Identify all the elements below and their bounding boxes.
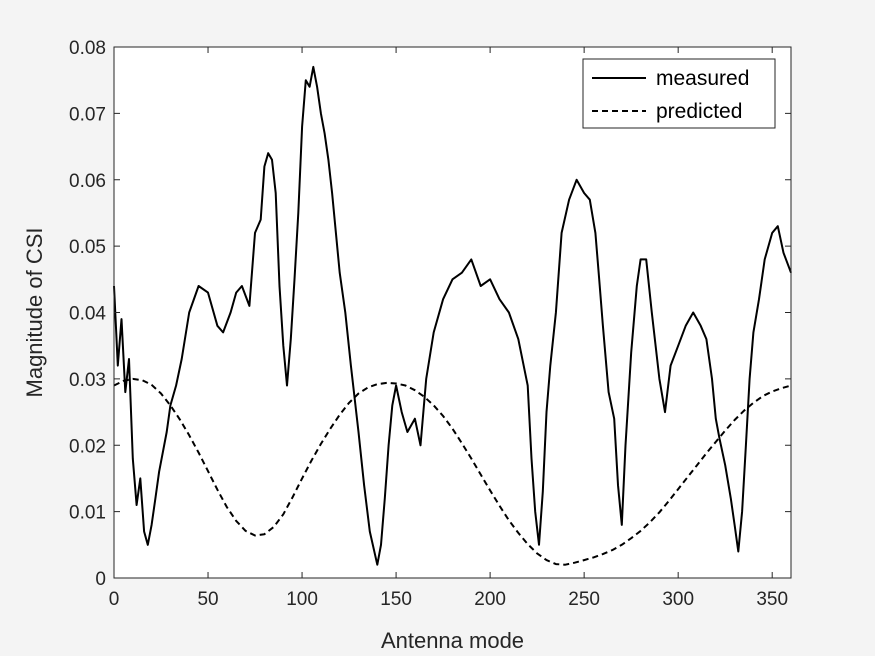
legend-label-predicted: predicted — [656, 100, 742, 123]
legend-box — [582, 58, 776, 129]
x-tick-label: 150 — [380, 589, 412, 610]
axis-layer: 0 50 100 150 200 250 300 350 0 0.01 0.02 0.03 0.04 0.… — [69, 38, 791, 610]
series-line-measured — [113, 65, 792, 566]
y-tick-label: 0.04 — [69, 304, 106, 325]
x-tick-label: 250 — [568, 589, 600, 610]
y-tick-label: 0.06 — [69, 171, 106, 192]
x-tick-label: 50 — [197, 589, 218, 610]
y-tick-label: 0.05 — [69, 237, 106, 258]
series-line-predicted — [113, 377, 792, 566]
y-tick-label: 0.02 — [69, 436, 106, 457]
x-tick-label: 350 — [756, 589, 788, 610]
series-layer — [113, 65, 792, 566]
x-tick-label: 100 — [286, 589, 318, 610]
legend-label-measured: measured — [656, 67, 749, 90]
y-axis-label: Magnitude of CSI — [22, 228, 47, 398]
y-tick-label: 0.03 — [69, 370, 106, 391]
y-tick-label: 0.01 — [69, 503, 106, 524]
y-tick-label: 0.08 — [69, 38, 106, 59]
x-axis-label: Antenna mode — [381, 628, 524, 653]
y-tick-label: 0.07 — [69, 104, 106, 125]
x-tick-label: 300 — [662, 589, 694, 610]
y-tick-label: 0 — [95, 569, 106, 590]
legend: measured predicted — [582, 58, 776, 129]
x-tick-label: 200 — [474, 589, 506, 610]
x-tick-label: 0 — [109, 589, 120, 610]
